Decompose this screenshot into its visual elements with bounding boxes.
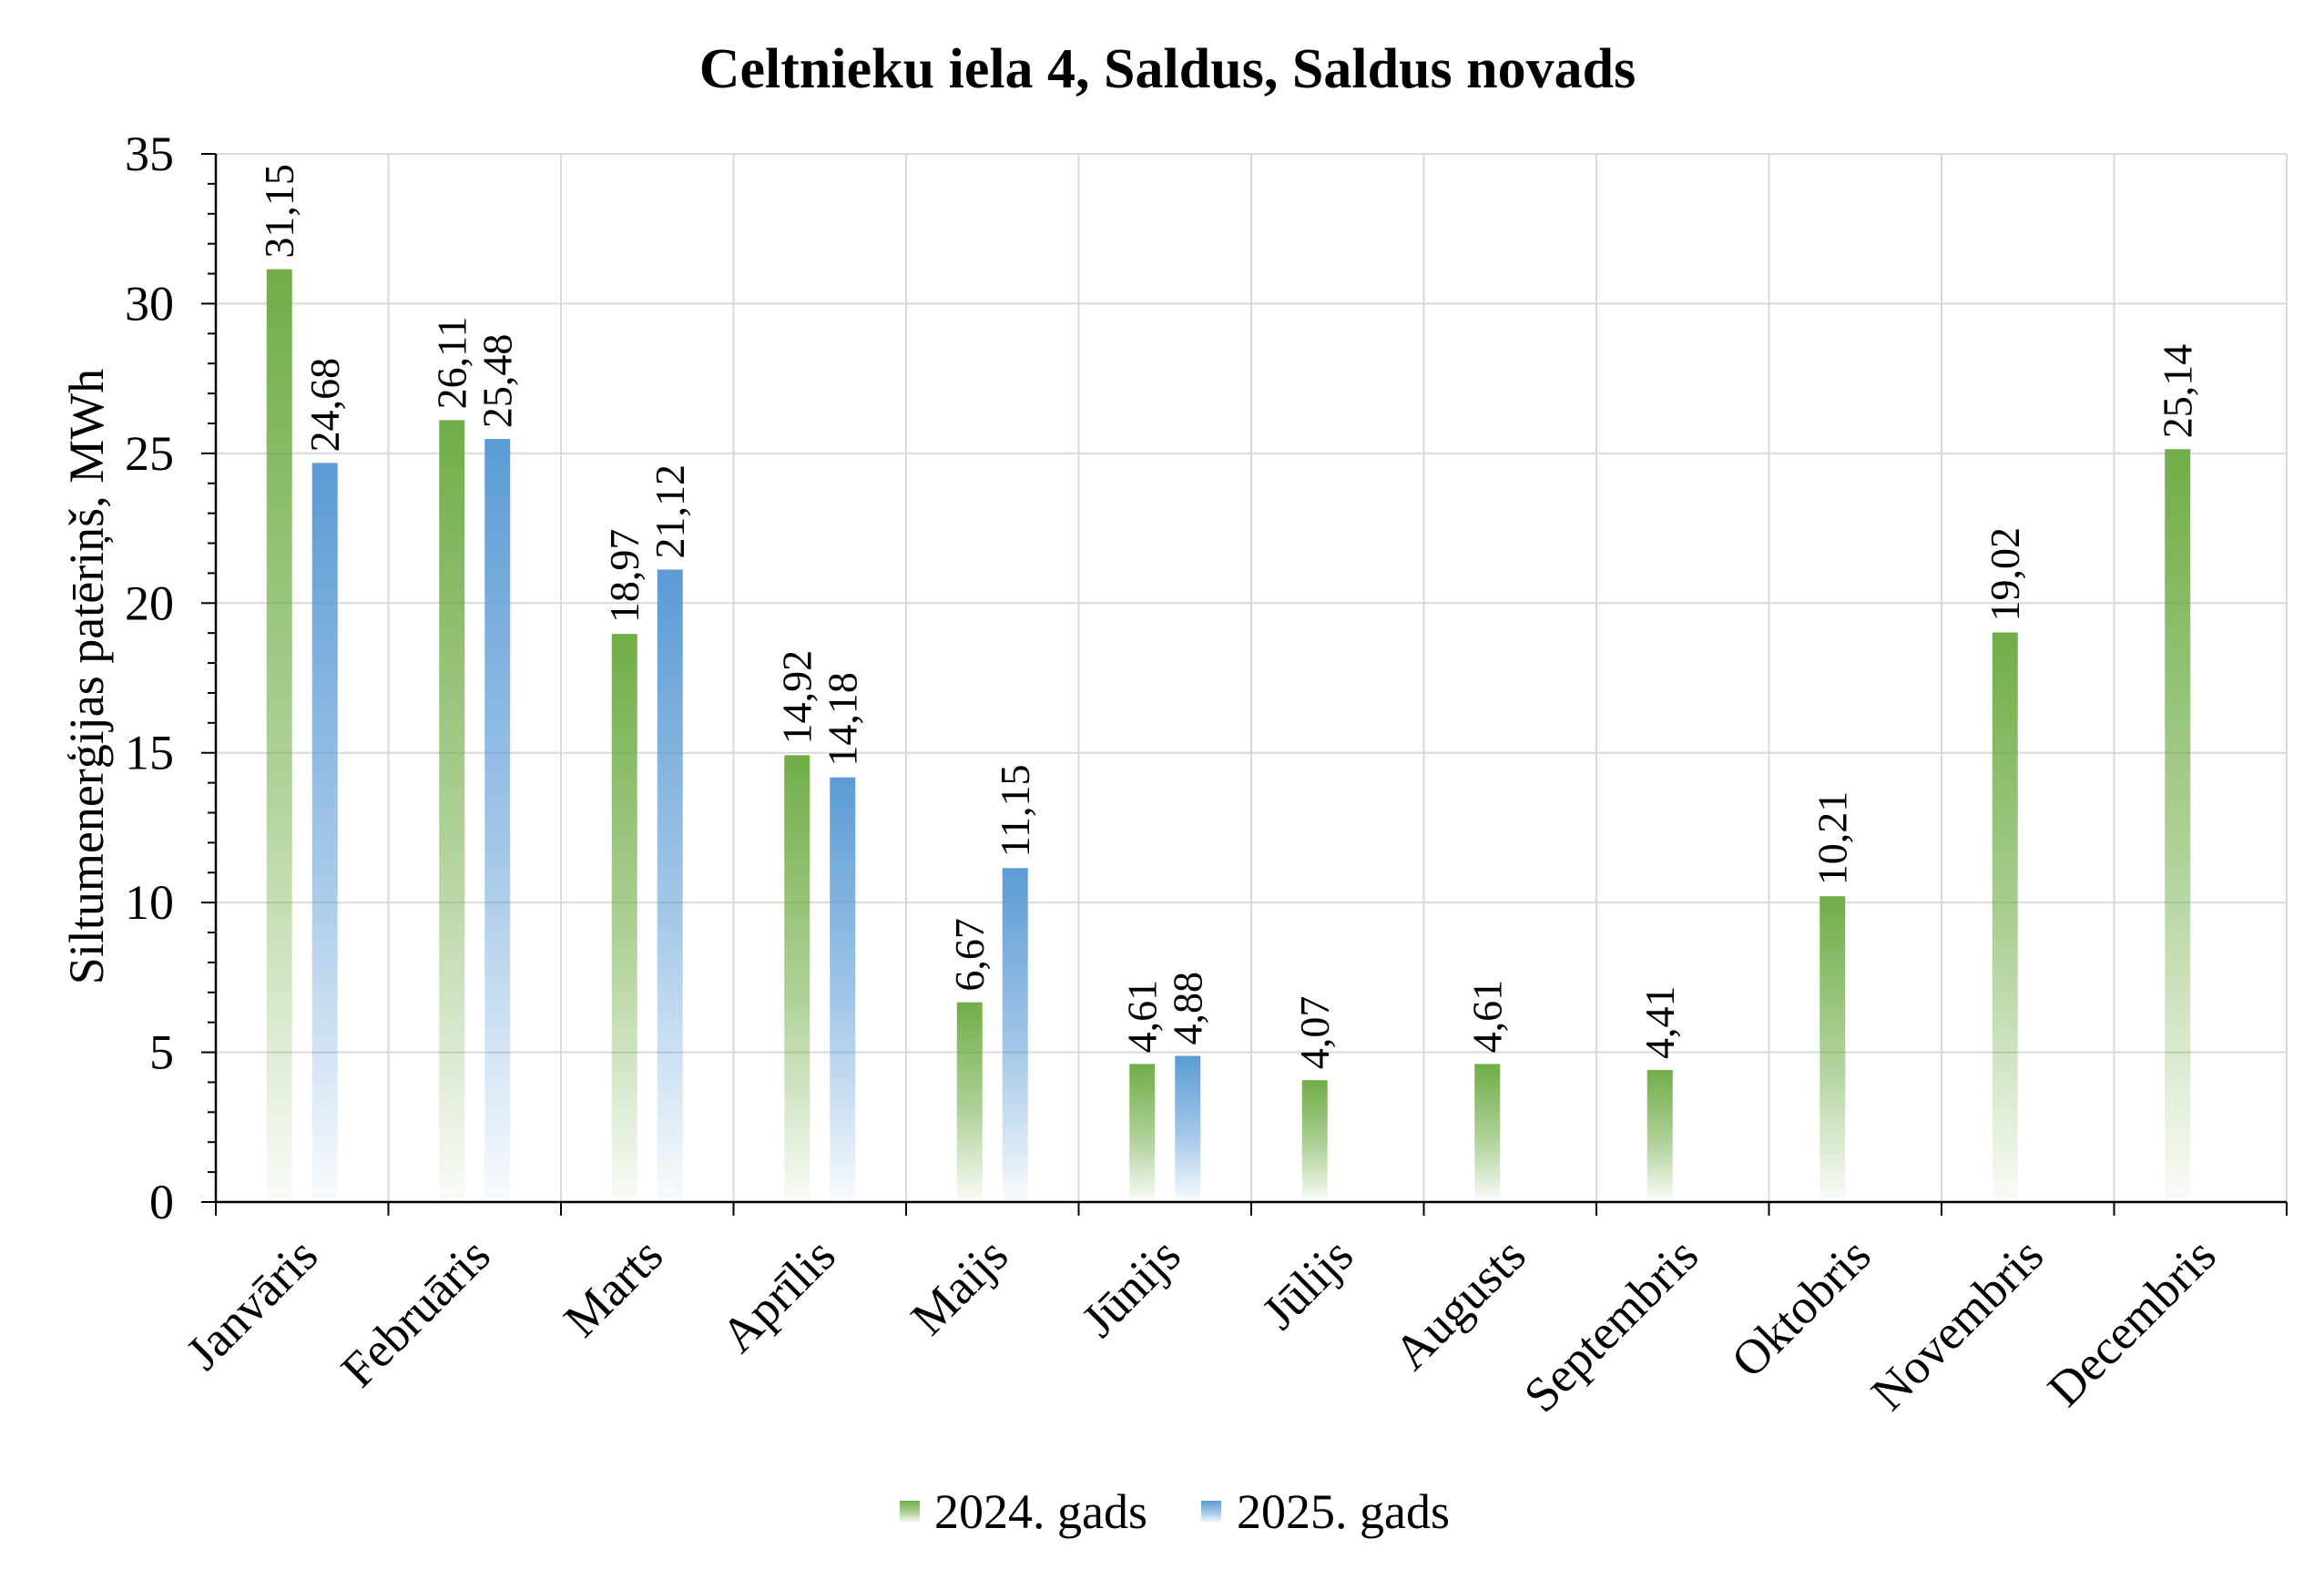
bar bbox=[611, 634, 637, 1202]
bar bbox=[1819, 896, 1846, 1202]
legend: 2024. gads 2025. gads bbox=[900, 1484, 1450, 1539]
bar bbox=[784, 755, 810, 1202]
gridlines bbox=[216, 153, 2288, 1202]
bar bbox=[1474, 1064, 1501, 1202]
y-tick-label: 25 bbox=[125, 426, 174, 481]
data-label: 10,21 bbox=[1809, 791, 1856, 886]
data-label: 24,68 bbox=[301, 358, 348, 453]
legend-marker-series-1 bbox=[900, 1501, 920, 1523]
bar bbox=[830, 777, 856, 1202]
bar bbox=[657, 569, 683, 1202]
legend-marker-series-2 bbox=[1201, 1501, 1221, 1523]
data-labels: 31,15 26,11 18,97 14,92 6,67 4,61 4,07 4,61 4,41… bbox=[256, 164, 2201, 1069]
data-label: 14,18 bbox=[820, 672, 866, 767]
data-label: 25,48 bbox=[474, 334, 521, 429]
y-tick-label: 15 bbox=[125, 726, 174, 780]
bar bbox=[311, 463, 338, 1202]
data-label: 6,67 bbox=[946, 918, 993, 992]
y-tick-label: 0 bbox=[149, 1175, 174, 1229]
axes bbox=[201, 153, 2288, 1216]
y-tick-label: 30 bbox=[125, 276, 174, 331]
y-tick-label: 20 bbox=[125, 576, 174, 630]
bar bbox=[439, 420, 465, 1202]
bar bbox=[1301, 1080, 1328, 1202]
data-label: 26,11 bbox=[429, 317, 475, 410]
bar bbox=[1129, 1064, 1156, 1202]
bar bbox=[1992, 632, 2018, 1202]
bar bbox=[266, 269, 292, 1202]
data-label: 4,88 bbox=[1165, 972, 1211, 1045]
legend-item-series-1: 2024. gads bbox=[900, 1484, 1147, 1539]
y-axis-label: Siltumenerģijas patēriņš, MWh bbox=[59, 369, 114, 984]
chart-title: Celtnieku iela 4, Saldus, Saldus novads bbox=[699, 38, 1636, 100]
y-tick-label: 5 bbox=[149, 1025, 174, 1080]
bar bbox=[956, 1002, 983, 1202]
y-tick-label: 10 bbox=[125, 875, 174, 930]
y-tick-label: 35 bbox=[125, 127, 174, 181]
data-label: 4,61 bbox=[1119, 980, 1166, 1054]
bars bbox=[266, 269, 2191, 1202]
data-label: 11,15 bbox=[992, 765, 1038, 858]
y-tick-labels: 0 5 10 15 20 25 30 35 bbox=[125, 127, 174, 1229]
data-label: 21,12 bbox=[647, 464, 693, 559]
legend-label-series-1: 2024. gads bbox=[934, 1484, 1147, 1539]
data-label: 31,15 bbox=[256, 164, 302, 259]
data-label: 19,02 bbox=[1982, 527, 2028, 622]
data-label: 4,07 bbox=[1291, 996, 1338, 1070]
data-label: 4,41 bbox=[1636, 985, 1683, 1059]
bar bbox=[1175, 1055, 1201, 1202]
legend-label-series-2: 2025. gads bbox=[1237, 1484, 1450, 1539]
bar bbox=[1646, 1069, 1673, 1202]
data-label: 18,97 bbox=[601, 529, 647, 624]
bar bbox=[1002, 868, 1028, 1202]
bar bbox=[2165, 449, 2191, 1202]
legend-item-series-2: 2025. gads bbox=[1201, 1484, 1450, 1539]
data-label: 25,14 bbox=[2155, 344, 2201, 439]
data-label: 14,92 bbox=[774, 650, 821, 745]
data-label: 4,61 bbox=[1464, 980, 1511, 1054]
bar bbox=[484, 439, 511, 1202]
